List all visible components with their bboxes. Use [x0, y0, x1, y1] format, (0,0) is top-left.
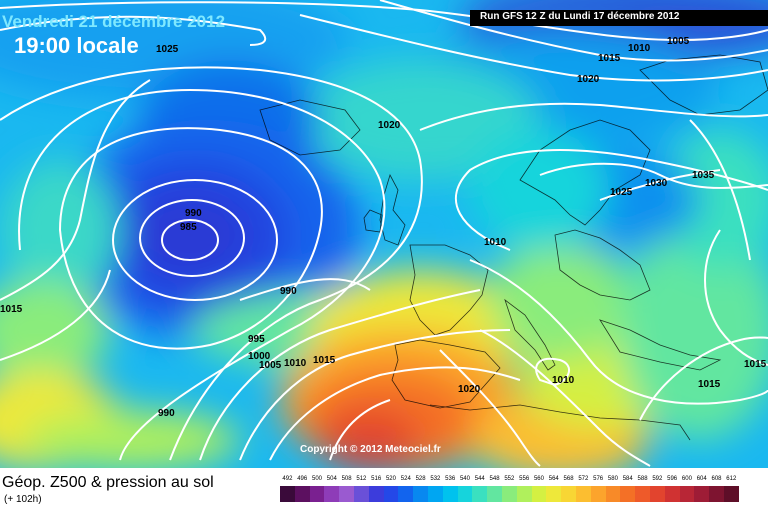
colorbar-tick-label: 592: [652, 476, 663, 482]
colorbar-tick-label: 496: [297, 476, 308, 482]
isobar-labels: 1025 1010 1005 1015 1020 1020 1025 1030 …: [0, 36, 767, 419]
colorbar-tick-label: 536: [445, 476, 456, 482]
colorbar-cell: [561, 486, 576, 502]
colorbar-tick-label: 560: [533, 476, 544, 482]
colorbar-cell: [339, 486, 354, 502]
isobar-label: 1005: [667, 36, 690, 47]
colorbar-tick-label: 600: [681, 476, 692, 482]
colorbar-cell: [368, 486, 384, 502]
colorbar-tick-label: 576: [593, 476, 604, 482]
colorbar-tick-label: 504: [326, 476, 337, 482]
isobar-label: 1015: [744, 359, 767, 370]
colorbar-tick-label: 508: [341, 476, 352, 482]
colorbar-cell: [635, 486, 650, 502]
colorbar-tick-label: 596: [667, 476, 678, 482]
colorbar-tick-label: 556: [519, 476, 530, 482]
run-info: Run GFS 12 Z du Lundi 17 décembre 2012: [480, 11, 680, 22]
colorbar-tick-label: 608: [711, 476, 722, 482]
lead-time: (+ 102h): [4, 494, 42, 505]
colorbar-cell: [487, 486, 502, 502]
colorbar-tick-label: 604: [696, 476, 707, 482]
colorbar-cell: [590, 486, 606, 502]
colorbar-tick-label: 528: [415, 476, 426, 482]
colorbar-tick-label: 552: [504, 476, 515, 482]
colorbar-cell: [383, 486, 399, 502]
isobar-label: 1020: [378, 120, 401, 131]
product-title: Géop. Z500 & pression au sol: [2, 474, 214, 491]
isobar-label: 1005: [259, 360, 282, 371]
isobar-label: 1000: [248, 351, 271, 362]
isobar-label: 1010: [484, 237, 507, 248]
isobar-label: 1010: [284, 358, 307, 369]
colorbar-cell: [723, 486, 739, 502]
isobar-label: 1030: [645, 178, 668, 189]
colorbar-tick-label: 612: [726, 476, 737, 482]
colorbar-tick-label: 516: [371, 476, 382, 482]
geopotential-color-field: [0, 0, 768, 480]
run-info-box: [470, 10, 768, 26]
colorbar-cell: [309, 486, 325, 502]
colorbar-tick-label: 580: [607, 476, 618, 482]
colorbar-cell: [679, 486, 695, 502]
isobar-label: 1015: [598, 53, 621, 64]
isobar-label: 1020: [577, 74, 600, 85]
colorbar-tick-label: 540: [459, 476, 470, 482]
colorbar-cell: [472, 486, 488, 502]
colorbar-tick-label: 572: [578, 476, 589, 482]
isobar-label: 1015: [313, 355, 336, 366]
colorbar-tick-label: 568: [563, 476, 574, 482]
isobar-label: 1010: [552, 375, 575, 386]
isobar-label: 1025: [610, 187, 633, 198]
colorbar-tick-label: 512: [356, 476, 367, 482]
isobar-label: 1015: [0, 304, 23, 315]
colorbar-cell: [605, 486, 621, 502]
isobar-label: 1035: [692, 170, 715, 181]
forecast-date: Vendredi 21 décembre 2012: [2, 12, 226, 31]
colorbar-cell: [457, 486, 473, 502]
colorbar-cell: [664, 486, 680, 502]
colorbar-tick-label: 532: [430, 476, 441, 482]
colorbar-cell: [294, 486, 310, 502]
isobar-label: 1015: [698, 379, 721, 390]
colorbar-cell: [501, 486, 517, 502]
colorbar-tick-label: 544: [474, 476, 485, 482]
copyright: Copyright © 2012 Meteociel.fr: [300, 444, 441, 455]
colorbar-cell: [353, 486, 369, 502]
colorbar-cell: [427, 486, 443, 502]
colorbar-tick-label: 564: [548, 476, 559, 482]
colorbar-tick-label: 492: [282, 476, 293, 482]
colorbar-tick-label: 548: [489, 476, 500, 482]
isobar-label: 985: [180, 222, 197, 233]
isobar-label: 995: [248, 334, 265, 345]
colorbar-cell: [324, 486, 340, 502]
isobar-label: 990: [185, 208, 202, 219]
colorbar-cell: [620, 486, 636, 502]
isobar-label: 1010: [628, 43, 651, 54]
colorbar-tick-label: 500: [311, 476, 322, 482]
isobar-label: 990: [158, 408, 175, 419]
colorbar-ticks: 492 496 500 504 508 512 516 520 524 528 532 536 540 5…: [280, 476, 739, 482]
colorbar-cell: [413, 486, 428, 502]
colorbar-tick-label: 584: [622, 476, 633, 482]
colorbar-cell: [531, 486, 547, 502]
colorbar-cell: [649, 486, 665, 502]
colorbar-cell: [709, 486, 724, 502]
colorbar-cell: [442, 486, 458, 502]
isobar-label: 990: [280, 286, 297, 297]
colorbar-tick-label: 588: [637, 476, 648, 482]
colorbar-tick-label: 524: [400, 476, 411, 482]
colorbar-cell: [516, 486, 532, 502]
forecast-time: 19:00 locale: [14, 33, 139, 58]
colorbar-cell: [546, 486, 562, 502]
colorbar-tick-label: 520: [385, 476, 396, 482]
colorbar-cell: [398, 486, 414, 502]
colorbar-cell: [694, 486, 710, 502]
colorbar-cell: [575, 486, 591, 502]
colorbar-cell: [280, 486, 295, 502]
isobar-label: 1020: [458, 384, 481, 395]
colorbar: [280, 486, 739, 502]
isobar-label: 1025: [156, 44, 179, 55]
